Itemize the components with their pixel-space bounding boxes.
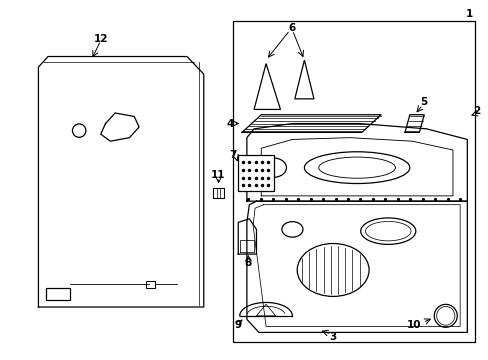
Text: 12: 12 <box>93 34 108 44</box>
Bar <box>238 155 274 190</box>
Bar <box>45 288 69 300</box>
Bar <box>213 188 224 198</box>
Text: 7: 7 <box>229 150 236 160</box>
Text: 2: 2 <box>472 106 480 116</box>
Polygon shape <box>242 115 380 132</box>
Text: 5: 5 <box>420 98 427 107</box>
Text: 1: 1 <box>465 9 472 19</box>
Bar <box>146 280 155 288</box>
Text: 8: 8 <box>244 258 251 268</box>
Text: 6: 6 <box>288 23 295 33</box>
Text: 10: 10 <box>407 320 421 330</box>
Text: 3: 3 <box>329 332 336 342</box>
Text: 11: 11 <box>210 170 225 180</box>
Text: 4: 4 <box>226 118 233 129</box>
Bar <box>232 21 473 342</box>
Text: 9: 9 <box>234 320 242 330</box>
